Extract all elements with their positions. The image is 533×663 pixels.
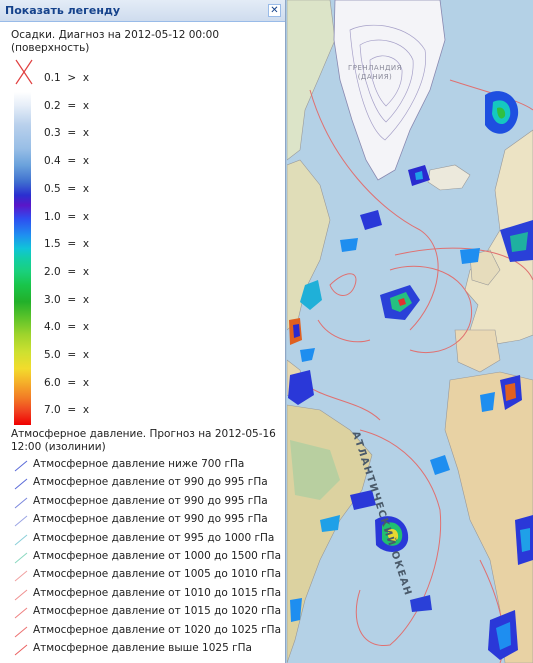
isoline-swatch-icon (14, 479, 28, 490)
map-canvas[interactable] (287, 0, 533, 663)
no-precip-cross-icon (15, 59, 33, 85)
isoline-label: Атмосферное давление от 990 до 995 гПа (33, 513, 268, 526)
isoline-item: Атмосферное давление от 1005 до 1010 гПа (14, 567, 286, 585)
scale-label: 0.1 > x (44, 72, 90, 84)
pressure-title-line2: 12:00 (изолинии) (11, 441, 106, 453)
isoline-swatch-icon (14, 644, 28, 656)
precip-color-bar (14, 92, 31, 425)
close-icon[interactable]: ✕ (268, 4, 281, 17)
legend-header[interactable]: Показать легенду ✕ (0, 0, 285, 22)
isoline-label: Атмосферное давление от 1010 до 1015 гПа (33, 586, 282, 599)
isoline-label: Атмосферное давление от 990 до 995 гПа (33, 494, 268, 507)
isoline-item: Атмосферное давление от 990 до 995 гПа (14, 512, 286, 530)
scale-label: 1.0 = x (44, 210, 90, 223)
isoline-item: Атмосферное давление выше 1025 гПа (14, 641, 286, 659)
isoline-item: Атмосферное давление от 990 до 995 гПа (14, 475, 286, 493)
isoline-item: Атмосферное давление от 995 до 1000 гПа (14, 531, 286, 549)
precip-title-line2: (поверхность) (11, 42, 90, 54)
scale-label: 0.2 = x (44, 99, 90, 112)
isoline-item: Атмосферное давление от 1000 до 1500 гПа (14, 549, 286, 567)
precipitation-patches (288, 91, 533, 660)
isoline-label: Атмосферное давление от 995 до 1000 гПа (33, 531, 275, 544)
isoline-swatch-icon (14, 552, 28, 564)
isoline-label: Атмосферное давление от 1015 до 1020 гПа (33, 605, 282, 618)
isoline-label: Атмосферное давление выше 1025 гПа (33, 641, 252, 654)
greenland-label: ГРЕНЛАНДИЯ (ДАНИЯ) (347, 64, 403, 81)
isoline-swatch-icon (14, 607, 28, 619)
scale-label: 6.0 = x (44, 376, 90, 389)
isoline-swatch-icon (14, 497, 28, 509)
scale-label: 5.0 = x (44, 349, 90, 361)
isoline-item: Атмосферное давление ниже 700 гПа (14, 457, 286, 475)
precip-title-line1: Осадки. Диагноз на 2012-05-12 00:00 (11, 29, 220, 41)
isoline-label: Атмосферное давление от 1020 до 1025 гПа (33, 623, 282, 636)
isoline-item: Атмосферное давление от 990 до 995 гПа (14, 494, 286, 512)
scale-label: 0.3 = x (44, 127, 90, 140)
isoline-swatch-icon (14, 589, 28, 601)
isoline-swatch-icon (14, 570, 28, 582)
isoline-list: Атмосферное давление ниже 700 гПа Атмосфе… (14, 457, 286, 659)
legend-panel: Показать легенду ✕ Осадки. Диагноз на 20… (0, 0, 286, 663)
isoline-swatch-icon (14, 460, 28, 472)
isoline-label: Атмосферное давление ниже 700 гПа (33, 458, 245, 470)
scale-label: 2.0 = x (44, 265, 90, 278)
legend-title[interactable]: Показать легенду (5, 4, 121, 17)
precip-color-scale: 0.1 > x 0.2 = x 0.3 = x 0.4 = x 0.5 = x 1.0 =… (14, 59, 294, 425)
isoline-swatch-icon (14, 515, 28, 527)
isoline-item: Атмосферное давление от 1010 до 1015 гПа (14, 586, 286, 604)
isoline-label: Атмосферное давление от 1000 до 1500 гПа (33, 549, 282, 562)
isoline-swatch-icon (14, 534, 28, 545)
isoline-label: Атмосферное давление от 1005 до 1010 гПа (33, 568, 282, 581)
scale-label: 4.0 = x (44, 321, 90, 334)
isoline-item: Атмосферное давление от 1015 до 1020 гПа (14, 604, 286, 622)
precip-title: Осадки. Диагноз на 2012-05-12 00:00 (пов… (11, 29, 219, 55)
isoline-swatch-icon (14, 626, 28, 637)
scale-label: 0.5 = x (44, 182, 90, 195)
weather-map[interactable]: ГРЕНЛАНДИЯ (ДАНИЯ) (287, 0, 533, 663)
scale-label: 0.4 = x (44, 155, 90, 168)
scale-label: 3.0 = x (44, 293, 90, 306)
pressure-title: Атмосферное давление. Прогноз на 2012-05… (11, 428, 276, 454)
scale-label: 1.5 = x (44, 238, 90, 251)
isoline-item: Атмосферное давление от 1020 до 1025 гПа (14, 623, 286, 641)
scale-label: 7.0 = x (44, 404, 90, 417)
isoline-label: Атмосферное давление от 990 до 995 гПа (33, 476, 268, 489)
pressure-title-line1: Атмосферное давление. Прогноз на 2012-05… (11, 428, 276, 440)
